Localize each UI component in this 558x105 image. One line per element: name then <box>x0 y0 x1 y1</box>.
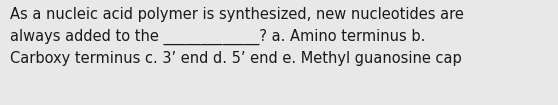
Text: As a nucleic acid polymer is synthesized, new nucleotides are
always added to th: As a nucleic acid polymer is synthesized… <box>10 7 464 66</box>
